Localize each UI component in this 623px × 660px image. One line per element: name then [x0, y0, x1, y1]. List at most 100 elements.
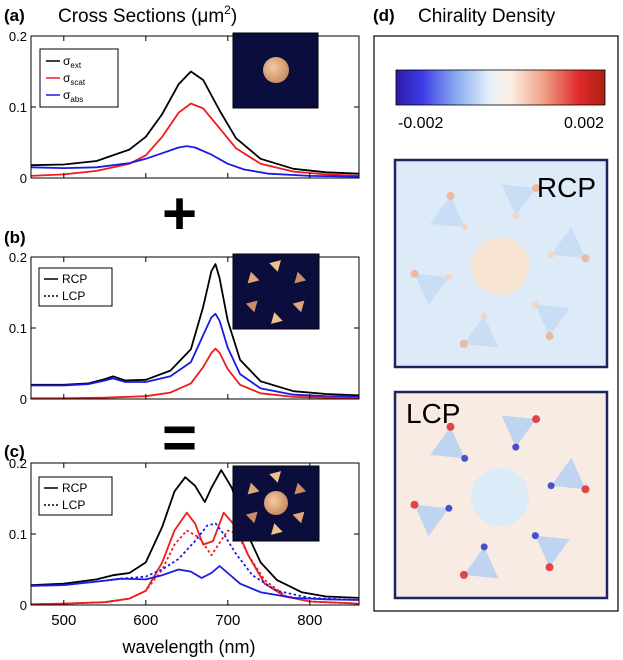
series-plot-c-ext: [30, 469, 360, 599]
map-hotspot-a-rcp-map-3: [459, 339, 468, 348]
cross-sections-title-main: Cross Sections (μm: [58, 6, 224, 27]
inset-c-composite: [232, 465, 320, 542]
map-triangle-rcp-map-3: [463, 315, 499, 348]
panel-a-label: (a): [4, 6, 25, 25]
ytick-label-plot-a-0: 0: [20, 171, 27, 186]
map-triangle-lcp-map-4: [414, 504, 449, 537]
map-hotspot-a-rcp-map-2: [545, 332, 554, 341]
nanotriangle-tri-c-4: [245, 511, 258, 524]
legend-b: RCP LCP: [38, 267, 113, 307]
map-triangle-rcp-map-5: [430, 195, 465, 228]
nanotriangle-tri-b-2: [292, 300, 305, 313]
series-plot-b-scat: [31, 347, 360, 400]
nanotriangle-tri-b-5: [247, 271, 260, 284]
plus-sign: +: [162, 180, 197, 247]
nanotriangle-tri-b-1: [294, 271, 307, 284]
legend-a: σext σscat σabs: [39, 48, 119, 108]
map-triangle-rcp-map-2: [535, 304, 570, 337]
nanotriangle-tri-b-3: [271, 312, 283, 324]
map-hotspot-b-rcp-map-1: [547, 251, 555, 259]
lcp-label: LCP: [406, 398, 460, 429]
nanotriangle-tri-b-4: [245, 300, 258, 313]
map-hotspot-a-lcp-map-1: [581, 485, 590, 494]
nanotriangle-tri-c-1: [294, 482, 307, 495]
series-plot-b-abs: [31, 312, 360, 398]
nanotriangle-tri-c-2: [292, 511, 305, 524]
series-plot-b-ext: [31, 263, 360, 397]
map-hotspot-b-rcp-map-4: [445, 273, 453, 281]
series-plot-a--abs: [30, 145, 360, 178]
colorbar-max-label: 0.002: [564, 115, 604, 132]
map-hotspot-a-lcp-map-4: [410, 500, 419, 509]
xtick-label-1: 600: [133, 612, 158, 629]
map-hotspot-a-lcp-map-0: [532, 415, 541, 424]
ytick-label-plot-c-1: 0.1: [9, 527, 27, 542]
map-hotspot-b-lcp-map-0: [512, 443, 520, 451]
map-hotspot-a-lcp-map-2: [545, 563, 554, 572]
map-hotspot-b-lcp-map-1: [547, 482, 555, 490]
series-plot-c-scat: [30, 511, 360, 606]
map-triangle-lcp-map-5: [430, 426, 465, 459]
xtick-label-3: 800: [297, 612, 322, 629]
ytick-label-plot-a-1: 0.1: [9, 100, 27, 115]
chirality-title: Chirality Density: [418, 6, 556, 27]
plot-a: 0 0.1 0.2: [9, 29, 360, 186]
colorbar: [395, 69, 606, 106]
cross-sections-title-sup: 2: [224, 3, 231, 17]
plot-c: 0 0.1 0.2 500 600 700 800: [9, 456, 360, 629]
legend-b-rcp-label: RCP: [62, 272, 87, 286]
nanotriangle-tri-b-0: [269, 260, 281, 272]
nanotriangle-tri-c-3: [271, 523, 283, 535]
equals-sign: =: [162, 404, 197, 471]
map-triangle-lcp-map-3: [463, 546, 499, 579]
cross-sections-title: Cross Sections (μm2): [58, 3, 237, 27]
ytick-label-plot-b-1: 0.1: [9, 321, 27, 336]
inset-a-sphere: [232, 32, 319, 109]
series-plot-c-abs-lcp: [30, 522, 360, 601]
ytick-label-plot-b-0: 0: [20, 392, 27, 407]
lcp-density-map: LCP: [393, 390, 609, 600]
panel-b-label: (b): [4, 228, 26, 247]
rcp-label: RCP: [537, 172, 596, 203]
map-triangle-rcp-map-0: [501, 184, 537, 217]
legend-c-lcp-label: LCP: [62, 498, 85, 512]
rcp-density-map: RCP: [393, 158, 609, 369]
nanotriangle-tri-c-0: [269, 471, 281, 483]
ytick-label-plot-a-2: 0.2: [9, 29, 27, 44]
map-hotspot-a-rcp-map-1: [581, 254, 590, 263]
panel-c-label: (c): [4, 442, 25, 461]
plot-b: 0 0.1 0.2: [9, 250, 360, 407]
series-plot-c-abs: [30, 565, 360, 601]
series-plot-c-scat-lcp: [30, 529, 360, 606]
xtick-label-2: 700: [215, 612, 240, 629]
map-hotspot-b-lcp-map-3: [480, 543, 488, 551]
map-hotspot-b-lcp-map-5: [461, 454, 469, 462]
nanotriangle-tri-c-5: [247, 482, 260, 495]
map-triangle-lcp-map-0: [501, 415, 537, 448]
map-hotspot-b-rcp-map-0: [512, 212, 520, 220]
series-plot-a--scat: [30, 102, 360, 177]
legend-c: RCP LCP: [38, 476, 113, 516]
map-hotspot-a-lcp-map-3: [459, 570, 468, 579]
map-hotspot-a-rcp-map-4: [410, 269, 419, 278]
series-plot-a--ext: [30, 70, 360, 175]
map-triangle-lcp-map-2: [535, 535, 570, 568]
map-hotspot-b-rcp-map-2: [531, 301, 539, 309]
map-hotspot-b-lcp-map-4: [445, 504, 453, 512]
colorbar-min-label: -0.002: [398, 115, 443, 132]
map-hotspot-a-rcp-map-0: [532, 184, 541, 193]
x-axis-label: wavelength (nm): [121, 637, 255, 657]
map-triangle-lcp-map-1: [551, 457, 586, 490]
inset-b-triangles: [232, 253, 320, 330]
panel-d-label: (d): [373, 6, 395, 25]
xtick-label-0: 500: [51, 612, 76, 629]
legend-c-rcp-label: RCP: [62, 481, 87, 495]
map-hotspot-a-rcp-map-5: [446, 191, 455, 200]
ytick-label-plot-b-2: 0.2: [9, 250, 27, 265]
ytick-label-plot-c-0: 0: [20, 598, 27, 613]
map-hotspot-b-lcp-map-2: [531, 532, 539, 540]
map-triangle-rcp-map-4: [414, 273, 449, 306]
map-hotspot-b-rcp-map-3: [480, 312, 488, 320]
cross-sections-title-close: ): [231, 6, 237, 27]
